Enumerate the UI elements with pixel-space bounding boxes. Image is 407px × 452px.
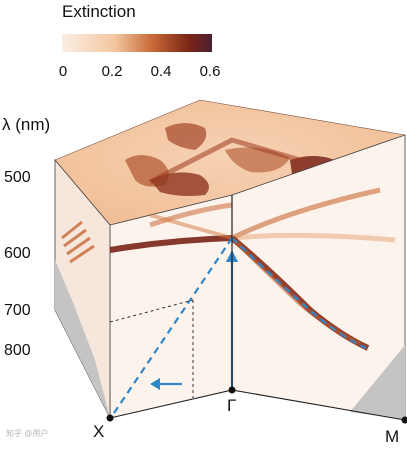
grey-region-left xyxy=(55,260,110,418)
m-point-marker xyxy=(401,416,407,424)
left-band-main xyxy=(109,235,233,253)
right-band-flat xyxy=(231,232,396,243)
left-arrow-icon xyxy=(150,378,160,390)
wavelength-axis-title: λ (nm) xyxy=(2,115,51,134)
colorbar-gradient xyxy=(62,34,212,52)
colorbar-tick-2: 0.4 xyxy=(150,63,172,80)
left-band-upper xyxy=(149,202,233,228)
colorbar-title: Extinction xyxy=(62,2,136,21)
light-line-right xyxy=(231,237,367,349)
watermark: 知乎 @用户 xyxy=(6,429,49,438)
bottom-edge-left xyxy=(109,389,233,419)
wavelength-tick-800: 800 xyxy=(4,342,31,359)
left-band-diag xyxy=(149,213,233,240)
gamma-point-label: Γ xyxy=(227,396,237,415)
gamma-point-marker xyxy=(228,386,236,394)
x-point-marker xyxy=(106,414,114,422)
colorbar-tick-0: 0 xyxy=(58,63,68,80)
top-blotch-center xyxy=(150,172,209,196)
x-point-label: X xyxy=(93,422,105,441)
top-blotch-upper xyxy=(165,123,207,150)
wavelength-tick-600: 600 xyxy=(4,245,31,262)
bottom-edge-right xyxy=(231,389,406,421)
wavelength-tick-700: 700 xyxy=(4,302,31,319)
dashed-guides xyxy=(109,299,194,398)
wavelength-tick-500: 500 xyxy=(4,169,31,186)
colorbar-tick-1: 0.2 xyxy=(101,63,123,80)
back-left-ripples xyxy=(61,220,95,264)
m-point-label: M xyxy=(385,427,400,446)
top-band-v xyxy=(148,137,301,185)
right-band-upper xyxy=(230,187,381,241)
grey-region-right xyxy=(350,345,405,420)
colorbar-tick-3: 0.6 xyxy=(199,63,221,80)
